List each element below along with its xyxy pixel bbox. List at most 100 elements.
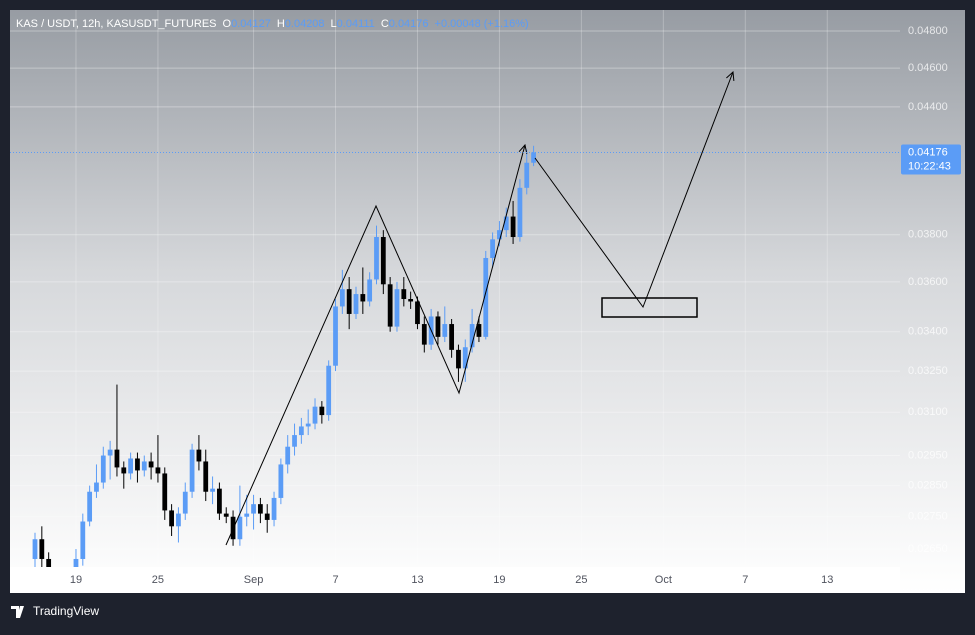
candle-body [251, 504, 256, 514]
countdown: 10:22:43 [908, 160, 951, 172]
candle-body [210, 488, 215, 492]
y-tick-label: 0.02750 [908, 511, 948, 523]
candle-body [435, 316, 441, 337]
close: 0.04176 [389, 18, 429, 30]
candle-body [128, 458, 134, 474]
projection-line [534, 72, 733, 309]
candle-body [244, 513, 250, 517]
candle-body [449, 324, 455, 350]
x-tick-label: 19 [493, 574, 505, 586]
x-tick-label: 13 [821, 574, 833, 586]
candle-body [121, 467, 127, 474]
h-label: H [277, 18, 285, 30]
candle-body [353, 294, 359, 314]
y-tick-label: 0.02650 [908, 543, 948, 555]
candle-body [524, 162, 530, 188]
candle-body [312, 406, 318, 424]
candle-body [141, 461, 147, 471]
time-axis [10, 567, 900, 593]
candle-body [387, 284, 393, 327]
candle-body [107, 449, 113, 456]
candle-body [469, 324, 475, 348]
candle-body [415, 301, 420, 325]
y-tick-label: 0.02850 [908, 480, 948, 492]
target-zone [601, 297, 698, 318]
change: +0.00048 (+1.16%) [435, 18, 529, 30]
y-tick-label: 0.02950 [908, 449, 948, 461]
y-tick-label: 0.03400 [908, 326, 948, 338]
candle-body [298, 426, 304, 436]
trend-line [225, 145, 525, 546]
legend: KAS / USDT, 12h, KASUSDT_FUTURES O0.04127… [16, 18, 529, 30]
candle-body [182, 491, 188, 514]
candle-body [32, 539, 38, 559]
candle-body [73, 558, 79, 567]
candle-body [394, 289, 400, 327]
candle-body [401, 289, 407, 299]
x-tick-label: 25 [152, 574, 164, 586]
last-price-label: 0.04176 [908, 146, 948, 158]
open: 0.04127 [231, 18, 271, 30]
candle-body [135, 458, 140, 471]
x-tick-label: Oct [655, 574, 672, 586]
candle-body [380, 237, 386, 285]
y-tick-label: 0.04600 [908, 62, 948, 74]
high: 0.04208 [285, 18, 325, 30]
candle-body [305, 423, 311, 427]
x-tick-label: 25 [575, 574, 587, 586]
candle-body [531, 152, 536, 163]
candle-body [114, 449, 120, 468]
x-tick-label: Sep [244, 574, 264, 586]
candle-body [292, 435, 297, 447]
candle-body [456, 349, 461, 369]
c-label: C [381, 18, 389, 30]
candle-body [169, 510, 174, 527]
o-label: O [223, 18, 232, 30]
candle-body [476, 324, 482, 337]
x-tick-label: 7 [742, 574, 748, 586]
candle-body [100, 455, 106, 483]
candle-body [264, 513, 270, 520]
candle-body [339, 289, 345, 307]
candle-body [94, 482, 99, 492]
candle-body [326, 365, 332, 416]
candle-body [442, 324, 448, 337]
footer [10, 593, 965, 630]
candle-body [278, 464, 284, 498]
candle-body [285, 446, 291, 465]
candle-body [217, 488, 222, 514]
y-tick-label: 0.04800 [908, 25, 948, 37]
candle-body [148, 461, 154, 468]
candle-body [367, 279, 373, 302]
x-tick-label: 19 [70, 574, 82, 586]
candle-body [421, 324, 427, 345]
candle-body [346, 289, 352, 314]
candle-body [80, 521, 86, 559]
candle-body [319, 406, 325, 416]
y-tick-label: 0.04400 [908, 101, 948, 113]
candle-body [203, 461, 209, 492]
candle-body [483, 257, 489, 337]
brand[interactable]: TradingView [33, 604, 99, 618]
candle-body [176, 513, 181, 527]
candle-body [87, 491, 93, 522]
last-price-box [901, 144, 961, 175]
y-tick-label: 0.03600 [908, 276, 948, 288]
candle-body [374, 237, 379, 280]
x-tick-label: 13 [411, 574, 423, 586]
candle-body [162, 473, 168, 511]
candle-body [510, 216, 516, 238]
drawings [225, 72, 733, 546]
symbol: KAS / USDT, 12h, KASUSDT_FUTURES [16, 18, 217, 30]
candle-body [503, 216, 509, 231]
candle-body [271, 497, 277, 520]
candle-body [360, 294, 366, 302]
candle-body [196, 449, 202, 462]
low: 0.04111 [337, 18, 375, 30]
candle-body [408, 298, 414, 302]
candle-body [490, 239, 495, 258]
x-tick-label: 7 [332, 574, 338, 586]
candle-body [237, 516, 243, 540]
y-tick-label: 0.03100 [908, 406, 948, 418]
l-label: L [331, 18, 337, 30]
